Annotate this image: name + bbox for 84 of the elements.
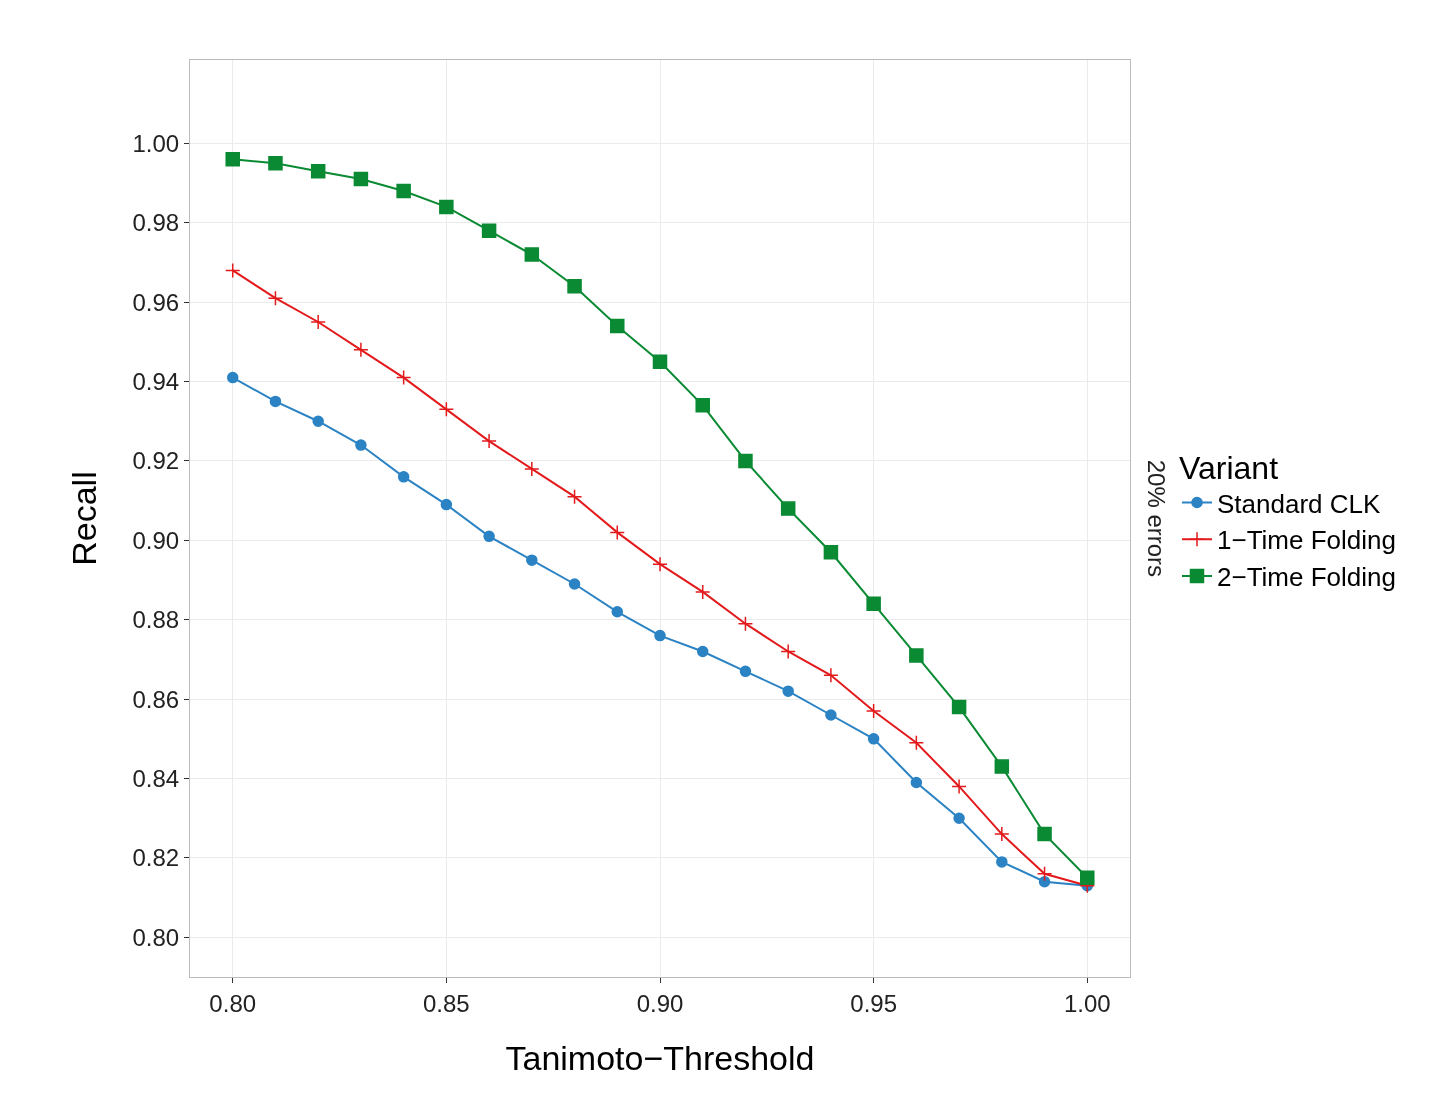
legend-title: Variant — [1179, 450, 1279, 487]
point — [953, 812, 965, 824]
point — [737, 615, 754, 632]
point — [866, 596, 881, 612]
point — [825, 709, 837, 721]
point — [481, 433, 497, 449]
legend-label: 1−Time Folding — [1217, 525, 1396, 556]
y-tick-label: 0.98 — [132, 209, 180, 237]
point — [823, 667, 839, 684]
point — [481, 223, 497, 238]
y-tick-label: 0.90 — [132, 526, 180, 554]
x-axis-title: Tanimoto−Threshold — [505, 1039, 815, 1078]
point — [996, 856, 1008, 868]
point — [567, 279, 582, 294]
point — [1037, 826, 1052, 842]
y-tick-label: 1.00 — [132, 129, 180, 157]
point — [396, 183, 411, 199]
point — [1036, 866, 1053, 882]
point — [226, 371, 239, 384]
y-tick-label: 0.96 — [132, 288, 180, 316]
point — [397, 471, 410, 483]
point — [355, 439, 367, 451]
point — [610, 318, 625, 334]
y-tick-label: 0.92 — [132, 447, 180, 475]
y-axis-title: Recall — [65, 471, 104, 566]
point — [780, 501, 796, 516]
legend-label: Standard CLK — [1217, 488, 1381, 519]
point — [224, 262, 241, 279]
y-tick-label: 0.82 — [132, 844, 180, 872]
point — [1080, 870, 1095, 886]
y-tick-label: 0.84 — [132, 764, 180, 792]
x-tick-label: 0.90 — [636, 989, 684, 1017]
y-tick-label: 0.86 — [132, 685, 180, 713]
point — [994, 759, 1010, 774]
point — [268, 155, 283, 171]
point — [310, 314, 326, 330]
point — [694, 584, 711, 600]
x-tick-label: 0.85 — [423, 989, 470, 1017]
point — [951, 699, 967, 715]
point — [225, 151, 240, 167]
point — [609, 524, 626, 541]
point — [440, 498, 453, 511]
point — [524, 461, 540, 477]
point — [1038, 875, 1051, 888]
point — [867, 733, 880, 745]
text: 20% errors — [1143, 459, 1171, 578]
point — [652, 556, 668, 572]
point — [566, 488, 583, 505]
point — [395, 369, 412, 386]
point — [310, 163, 326, 179]
point — [738, 453, 753, 469]
y-tick-label: 0.88 — [132, 606, 180, 634]
point — [695, 398, 710, 413]
point — [654, 629, 666, 642]
x-tick-label: 0.95 — [850, 989, 897, 1017]
legend-label: 2−Time Folding — [1217, 562, 1396, 593]
point — [438, 401, 455, 418]
point — [823, 544, 839, 560]
point — [568, 578, 581, 590]
point — [908, 735, 925, 751]
point — [994, 826, 1010, 842]
point — [353, 171, 369, 187]
x-tick-label: 1.00 — [1063, 989, 1111, 1017]
point — [909, 648, 924, 663]
point — [951, 778, 967, 795]
point — [312, 415, 324, 427]
x-tick-label: 0.80 — [209, 989, 257, 1017]
point — [652, 354, 668, 369]
point — [524, 247, 540, 262]
point — [483, 530, 495, 543]
point — [611, 606, 624, 618]
y-tick-label: 0.94 — [132, 367, 180, 395]
point — [910, 776, 923, 789]
point — [865, 703, 882, 719]
point — [696, 645, 709, 658]
point — [439, 199, 454, 215]
point — [353, 342, 369, 358]
point — [782, 685, 794, 697]
point — [526, 554, 538, 566]
y-tick-label: 0.80 — [132, 923, 180, 951]
point — [780, 643, 796, 660]
point — [267, 290, 284, 306]
point — [739, 665, 752, 678]
point — [269, 395, 282, 408]
